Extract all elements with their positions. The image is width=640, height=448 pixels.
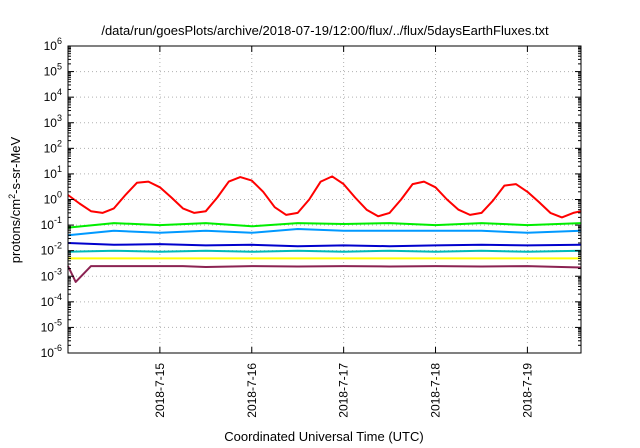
y-axis-title: protons/cm2-s-sr-MeV [7, 136, 23, 263]
y-tick-label: 10-1 [41, 215, 62, 232]
series-line-7 [67, 265, 582, 283]
y-tick-label: 102 [44, 138, 62, 155]
x-axis-title: Coordinated Universal Time (UTC) [224, 429, 423, 444]
series-line-5 [67, 249, 582, 253]
y-tick-label: 101 [44, 164, 62, 181]
x-tick-label: 2018-7-18 [429, 363, 443, 418]
y-tick-label: 10-3 [41, 266, 62, 283]
y-tick-label: 10-2 [41, 241, 62, 258]
series-group [67, 175, 582, 283]
y-tick-label: 103 [44, 113, 62, 130]
y-tick-label: 10-4 [41, 292, 62, 309]
y-tick-label: 106 [44, 36, 62, 53]
y-tick-label: 10-6 [41, 343, 62, 360]
y-axis: 10-6 10-5 10-4 10-3 10-2 10-1 100 101 102 103 104 1… [41, 36, 581, 360]
series-line-1 [67, 175, 582, 219]
y-tick-label: 105 [44, 62, 62, 79]
series-line-4 [67, 242, 582, 248]
y-tick-label: 104 [44, 87, 62, 104]
x-axis: 2018-7-15 2018-7-16 2018-7-17 2018-7-18 2018… [153, 46, 534, 418]
x-tick-label: 2018-7-15 [153, 363, 167, 418]
x-tick-label: 2018-7-19 [520, 363, 534, 418]
x-tick-label: 2018-7-17 [337, 363, 351, 418]
x-tick-label: 2018-7-16 [245, 363, 259, 418]
y-tick-label: 100 [44, 190, 62, 207]
chart-title: /data/run/goesPlots/archive/2018-07-19/1… [101, 23, 549, 38]
series-line-3 [67, 228, 582, 237]
y-tick-label: 10-5 [41, 317, 62, 334]
grid [68, 46, 581, 353]
series-line-2 [67, 222, 582, 229]
